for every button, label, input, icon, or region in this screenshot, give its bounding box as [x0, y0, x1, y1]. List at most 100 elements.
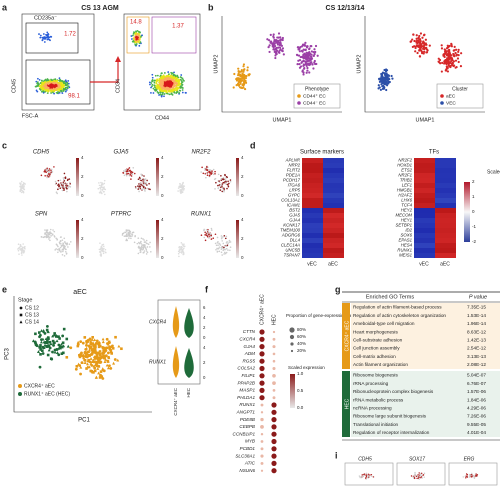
- cell-dot: [159, 91, 162, 94]
- p-value: 5.04E-07: [467, 373, 486, 378]
- cell-marker: [43, 341, 47, 345]
- cell-dot: [217, 184, 219, 187]
- cell-dot: [157, 92, 160, 95]
- cell-dot: [99, 186, 102, 189]
- axis-tick: 0: [203, 335, 206, 340]
- cell-dot: [103, 190, 105, 193]
- cell-dot: [133, 241, 136, 244]
- arrow-head: [115, 56, 121, 62]
- cell-dot: [153, 81, 156, 84]
- cell-dot: [58, 77, 61, 80]
- cell-dot: [151, 85, 153, 88]
- frame: [25, 22, 79, 54]
- cell-dot: [145, 250, 148, 252]
- cell-dot: [63, 237, 66, 240]
- p-value: 2.54E-12: [467, 346, 486, 351]
- cell-marker: [35, 344, 39, 348]
- cell-marker: [56, 351, 60, 354]
- cell-dot: [447, 45, 450, 48]
- expression-dot: [271, 431, 277, 437]
- cell-dot: [182, 186, 184, 189]
- cell-dot: [143, 250, 146, 252]
- cell-dot: [416, 39, 419, 42]
- cell-dot: [61, 244, 64, 246]
- cell-dot: [129, 174, 132, 176]
- expression-dot: [260, 447, 264, 451]
- cell-dot: [273, 50, 276, 54]
- cell-marker: [40, 338, 43, 342]
- cell-dot: [178, 91, 181, 94]
- cell-dot: [220, 174, 222, 177]
- colorbar-tick: 0: [241, 255, 244, 260]
- cell-marker: [46, 353, 50, 357]
- cell-dot: [131, 235, 133, 237]
- cell-dot: [22, 191, 25, 194]
- cell-marker: [53, 332, 56, 335]
- cell-dot: [59, 85, 62, 88]
- gene-label: RUNX1: [149, 359, 166, 365]
- cell-dot: [314, 50, 317, 54]
- cell-dot: [44, 235, 46, 238]
- cell-dot: [308, 54, 311, 57]
- cell-dot: [418, 46, 421, 49]
- cell-dot: [127, 168, 130, 170]
- axis-tick: 2: [203, 325, 206, 330]
- cell-dot: [179, 191, 182, 193]
- cell-dot: [278, 51, 281, 54]
- cell-dot: [274, 56, 277, 60]
- heat-cell: [323, 168, 344, 173]
- cell-dot: [140, 35, 142, 38]
- cell-dot: [181, 243, 184, 245]
- cell-dot: [163, 86, 165, 89]
- colorbar-tick: 0.5: [297, 388, 304, 393]
- cell-dot: [359, 476, 361, 479]
- cell-marker: [19, 306, 23, 310]
- cell-dot: [225, 251, 228, 254]
- cell-dot: [220, 183, 223, 186]
- cell-marker: [92, 364, 96, 368]
- cell-dot: [200, 234, 203, 237]
- colorbar-tick: 0: [241, 193, 244, 198]
- cell-dot: [361, 474, 363, 476]
- cell-dot: [390, 74, 393, 78]
- cell-dot: [132, 231, 135, 234]
- colorbar-tick: 2: [81, 174, 84, 179]
- gene-label: RGS5: [242, 358, 255, 363]
- cell-dot: [102, 250, 104, 253]
- axis-label: FSC-A: [22, 113, 39, 119]
- cell-dot: [168, 73, 170, 76]
- expression-dot: [259, 329, 265, 335]
- cell-dot: [214, 170, 216, 173]
- column-header: TFs: [429, 150, 439, 156]
- cell-marker: [62, 327, 66, 331]
- axis-label: PC3: [5, 348, 11, 360]
- cell-dot: [131, 38, 133, 40]
- cell-marker: [93, 366, 96, 370]
- p-value: 4.01E-04: [467, 430, 486, 435]
- cell-marker: [109, 345, 113, 349]
- cell-dot: [153, 84, 156, 87]
- cell-marker: [46, 339, 49, 343]
- expression-dot: [260, 411, 264, 414]
- cell-dot: [310, 53, 313, 56]
- cell-dot: [45, 233, 47, 235]
- cell-dot: [146, 179, 148, 182]
- expression-dot: [260, 417, 264, 422]
- cell-dot: [154, 74, 157, 77]
- heat-cell: [435, 253, 456, 258]
- cell-marker: [38, 335, 41, 339]
- cell-dot: [45, 230, 48, 233]
- cell-dot: [20, 182, 22, 184]
- cell-dot: [38, 79, 41, 81]
- cell-dot: [242, 83, 245, 86]
- cell-dot: [151, 79, 154, 82]
- cell-dot: [130, 35, 133, 37]
- cell-marker: [45, 328, 49, 332]
- cell-dot: [124, 231, 126, 234]
- cell-dot: [47, 32, 50, 35]
- cell-dot: [165, 75, 168, 77]
- cell-marker: [48, 346, 52, 350]
- cell-dot: [36, 77, 39, 80]
- cell-dot: [156, 87, 159, 90]
- heat-cell: [323, 178, 344, 183]
